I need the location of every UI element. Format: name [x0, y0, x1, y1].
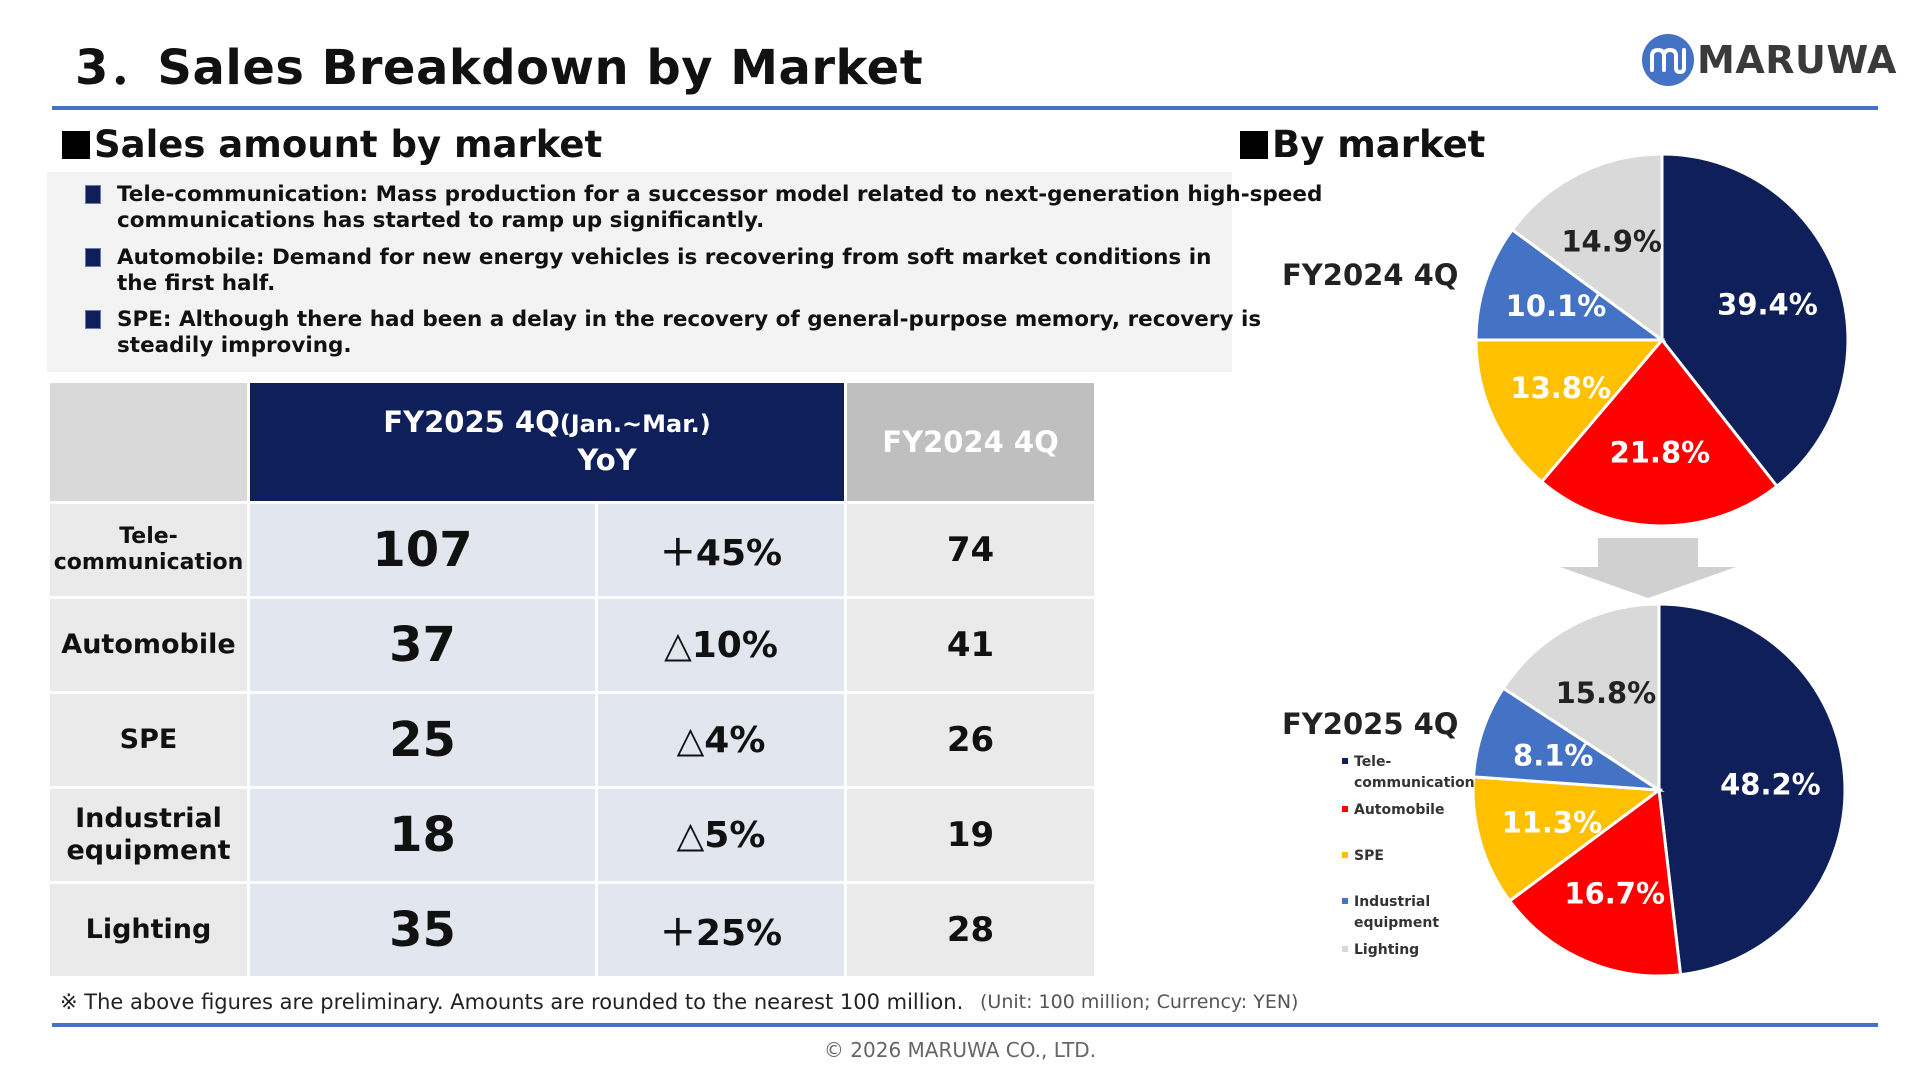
- prev-cell: 19: [847, 789, 1094, 881]
- table-row: SPE 25 △4% 26: [50, 694, 1094, 786]
- legend-item: Tele-communication: [1342, 754, 1475, 791]
- legend-item: Industrial equipment: [1342, 894, 1439, 931]
- table-row: Industrial equipment 18 △5% 19: [50, 789, 1094, 881]
- yoy-cell: ＋45%: [598, 504, 844, 596]
- sales-table: FY2025 4Q(Jan.~Mar.) YoY FY2024 4Q Tele-…: [47, 380, 1097, 979]
- row-label: Lighting: [50, 884, 247, 976]
- prev-cell: 74: [847, 504, 1094, 596]
- legend-label: equipment: [1354, 915, 1440, 931]
- pie-slice-automobile: [1539, 337, 1780, 528]
- legend-label: Lighting: [1354, 942, 1420, 958]
- note-text: communications has started to ramp up si…: [117, 208, 765, 233]
- legend-label: Tele-: [1354, 754, 1392, 770]
- legend-swatch-icon: [1342, 758, 1348, 764]
- pie-data-label: 13.8%: [1510, 371, 1611, 405]
- pie-data-label: 21.8%: [1610, 436, 1711, 470]
- amount-cell: 18: [250, 789, 595, 881]
- pie-slice-industrial-equipment: [1474, 227, 1667, 342]
- table-header-row: FY2025 4Q(Jan.~Mar.) YoY FY2024 4Q: [50, 383, 1094, 501]
- note-text: the first half.: [117, 271, 276, 296]
- pie-slice-tele-communication: [1657, 602, 1847, 977]
- pie-data-label: 11.3%: [1502, 805, 1603, 839]
- note-text: SPE: Although there had been a delay in …: [117, 307, 1262, 332]
- amount-cell: 25: [250, 694, 595, 786]
- pie-data-label: 8.1%: [1513, 738, 1593, 772]
- pie-data-label: 10.1%: [1506, 289, 1607, 323]
- down-arrow-icon: [1560, 538, 1736, 598]
- section-title-sales: Sales amount by market: [62, 123, 602, 166]
- square-bullet-icon: [62, 131, 90, 159]
- header-fy2025: FY2025 4Q(Jan.~Mar.) YoY: [250, 383, 844, 501]
- pie-slice-industrial-equipment: [1471, 686, 1665, 792]
- pie-data-label: 39.4%: [1717, 288, 1818, 322]
- pie-slice-tele-communication: [1660, 152, 1850, 489]
- pie-title-fy2024: FY2024 4Q: [1282, 258, 1459, 292]
- page-title: 3．Sales Breakdown by Market: [75, 40, 924, 96]
- square-bullet-icon: [85, 185, 101, 204]
- yoy-cell: △5%: [598, 789, 844, 881]
- note-text: Automobile: Demand for new energy vehicl…: [117, 245, 1212, 270]
- notes-panel: Tele-communication: Mass production for …: [47, 172, 1322, 372]
- legend-label: communication: [1354, 775, 1475, 791]
- header-fy2024: FY2024 4Q: [847, 383, 1094, 501]
- pie-slice-spe: [1474, 338, 1666, 484]
- legend-item: Lighting: [1342, 942, 1419, 958]
- row-label: SPE: [50, 694, 247, 786]
- pie-chart-fy2024: 39.4% 21.8% 13.8% 10.1% 14.9%: [1474, 152, 1850, 528]
- prev-cell: 41: [847, 599, 1094, 691]
- yoy-cell: △10%: [598, 599, 844, 691]
- header-fy2025-label: FY2025 4Q: [383, 405, 560, 439]
- legend-label: Automobile: [1354, 802, 1445, 818]
- amount-cell: 107: [250, 504, 595, 596]
- pie-data-label: 48.2%: [1720, 768, 1821, 802]
- section-title-market: By market: [1240, 123, 1485, 166]
- legend-label: SPE: [1354, 848, 1384, 864]
- prev-cell: 28: [847, 884, 1094, 976]
- unit-note: (Unit: 100 million; Currency: YEN): [980, 991, 1299, 1013]
- legend-item: Automobile: [1342, 802, 1444, 818]
- square-bullet-icon: [85, 248, 101, 267]
- row-label: Tele-communication: [50, 504, 247, 596]
- row-label: Automobile: [50, 599, 247, 691]
- table-row: Tele-communication 107 ＋45% 74: [50, 504, 1094, 596]
- header-divider: [52, 106, 1878, 110]
- pie-chart-fy2025: 48.2% 16.7% 11.3% 8.1% 15.8%: [1471, 602, 1847, 978]
- square-bullet-icon: [85, 310, 101, 329]
- company-logo: [1640, 32, 1885, 92]
- legend-swatch-icon: [1342, 852, 1348, 858]
- pie-title-fy2025: FY2025 4Q: [1282, 707, 1459, 741]
- yoy-cell: ＋25%: [598, 884, 844, 976]
- pie-data-label: 16.7%: [1564, 876, 1665, 910]
- copyright: © 2026 MARUWA CO., LTD.: [823, 1038, 1097, 1062]
- pie-data-label: 15.8%: [1556, 676, 1657, 710]
- note-text: steadily improving.: [117, 333, 352, 358]
- legend-swatch-icon: [1342, 946, 1348, 952]
- legend-swatch-icon: [1342, 806, 1348, 812]
- pie-data-label: 14.9%: [1561, 224, 1662, 258]
- legend-item: SPE: [1342, 848, 1384, 864]
- pie-slice-spe: [1471, 775, 1664, 903]
- row-label: Industrial equipment: [50, 789, 247, 881]
- note-text: Tele-communication: Mass production for …: [117, 182, 1323, 207]
- logo-mark-icon: [1642, 34, 1694, 86]
- legend-label: Industrial: [1354, 894, 1431, 910]
- header-yoy-label: YoY: [577, 443, 637, 477]
- pie-slice-automobile: [1507, 787, 1683, 978]
- square-bullet-icon: [1240, 131, 1268, 159]
- header-fy2025-period: (Jan.~Mar.): [559, 410, 711, 438]
- prev-cell: 26: [847, 694, 1094, 786]
- footer-divider: [52, 1023, 1878, 1027]
- logo-text: MARUWA: [1697, 38, 1897, 82]
- pie-slice-lighting: [1510, 152, 1664, 343]
- table-row: Lighting 35 ＋25% 28: [50, 884, 1094, 976]
- table-row: Automobile 37 △10% 41: [50, 599, 1094, 691]
- amount-cell: 35: [250, 884, 595, 976]
- yoy-cell: △4%: [598, 694, 844, 786]
- legend-swatch-icon: [1342, 898, 1348, 904]
- footnote: ※ The above figures are preliminary. Amo…: [60, 990, 964, 1014]
- header-blank-cell: [50, 383, 247, 501]
- amount-cell: 37: [250, 599, 595, 691]
- pie-slice-lighting: [1501, 602, 1661, 793]
